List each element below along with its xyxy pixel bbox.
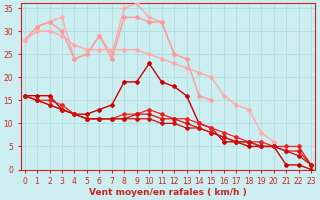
X-axis label: Vent moyen/en rafales ( km/h ): Vent moyen/en rafales ( km/h ) [89, 188, 247, 197]
